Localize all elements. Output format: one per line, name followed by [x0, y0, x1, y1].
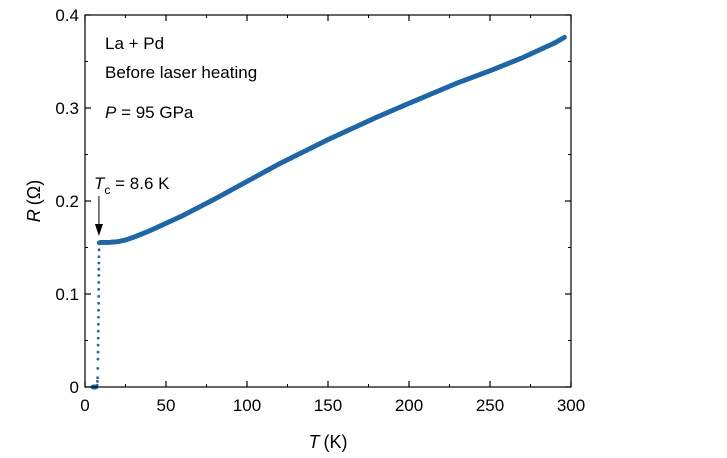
x-axis-symbol: T: [309, 432, 322, 452]
tc-arrow-head: [94, 224, 103, 236]
y-axis-title: R (Ω): [24, 180, 44, 222]
data-point: [562, 34, 567, 40]
data-series: [90, 34, 567, 390]
data-point: [96, 329, 100, 333]
y-axis-symbol: R: [24, 209, 44, 222]
x-tick-label: 300: [557, 396, 585, 415]
annotation-condition: Before laser heating: [105, 63, 257, 82]
data-point: [96, 376, 100, 380]
y-tick-label: 0.2: [55, 192, 79, 211]
x-tick-label: 200: [395, 396, 423, 415]
x-tick-label: 0: [80, 396, 89, 415]
axis-ticks: 0 50 100 150 200 250 300 0 0.1 0.2 0.3 0.4: [55, 6, 585, 415]
data-point: [95, 383, 99, 387]
pressure-value: = 95 GPa: [116, 103, 194, 122]
y-tick-label: 0.4: [55, 6, 79, 25]
data-point: [96, 322, 100, 326]
x-tick-label: 50: [157, 396, 176, 415]
annotation-pressure: P = 95 GPa: [105, 103, 194, 122]
annotation-sample: La + Pd: [105, 34, 164, 53]
data-point: [97, 274, 101, 277]
data-point: [97, 267, 101, 271]
data-point: [97, 308, 100, 312]
x-axis-title: T (K): [309, 432, 348, 452]
annotation-tc: Tc = 8.6 K: [94, 174, 170, 197]
x-tick-label: 250: [476, 396, 504, 415]
data-point: [97, 255, 101, 259]
data-point: [97, 280, 101, 284]
data-point: [97, 248, 101, 252]
data-point: [96, 343, 100, 347]
x-tick-label: 150: [314, 396, 342, 415]
y-tick-label: 0.1: [55, 285, 79, 304]
y-tick-label: 0.3: [55, 99, 79, 118]
data-point: [97, 287, 101, 291]
tc-subscript: c: [104, 183, 110, 197]
data-point: [97, 315, 100, 319]
data-point: [97, 301, 101, 305]
y-tick-label: 0: [70, 378, 79, 397]
y-axis-unit: (Ω): [24, 180, 44, 205]
data-point: [96, 367, 100, 370]
data-point: [96, 350, 100, 354]
data-point: [96, 336, 100, 340]
pressure-symbol: P: [105, 103, 117, 122]
data-point: [96, 357, 100, 361]
tc-symbol: T: [94, 174, 106, 193]
data-point: [95, 380, 99, 383]
tc-arrow: [94, 196, 103, 236]
data-point: [97, 294, 101, 298]
x-axis-unit: (K): [324, 432, 348, 452]
x-tick-label: 100: [233, 396, 261, 415]
data-point: [97, 261, 101, 265]
tc-value: = 8.6 K: [110, 174, 170, 193]
